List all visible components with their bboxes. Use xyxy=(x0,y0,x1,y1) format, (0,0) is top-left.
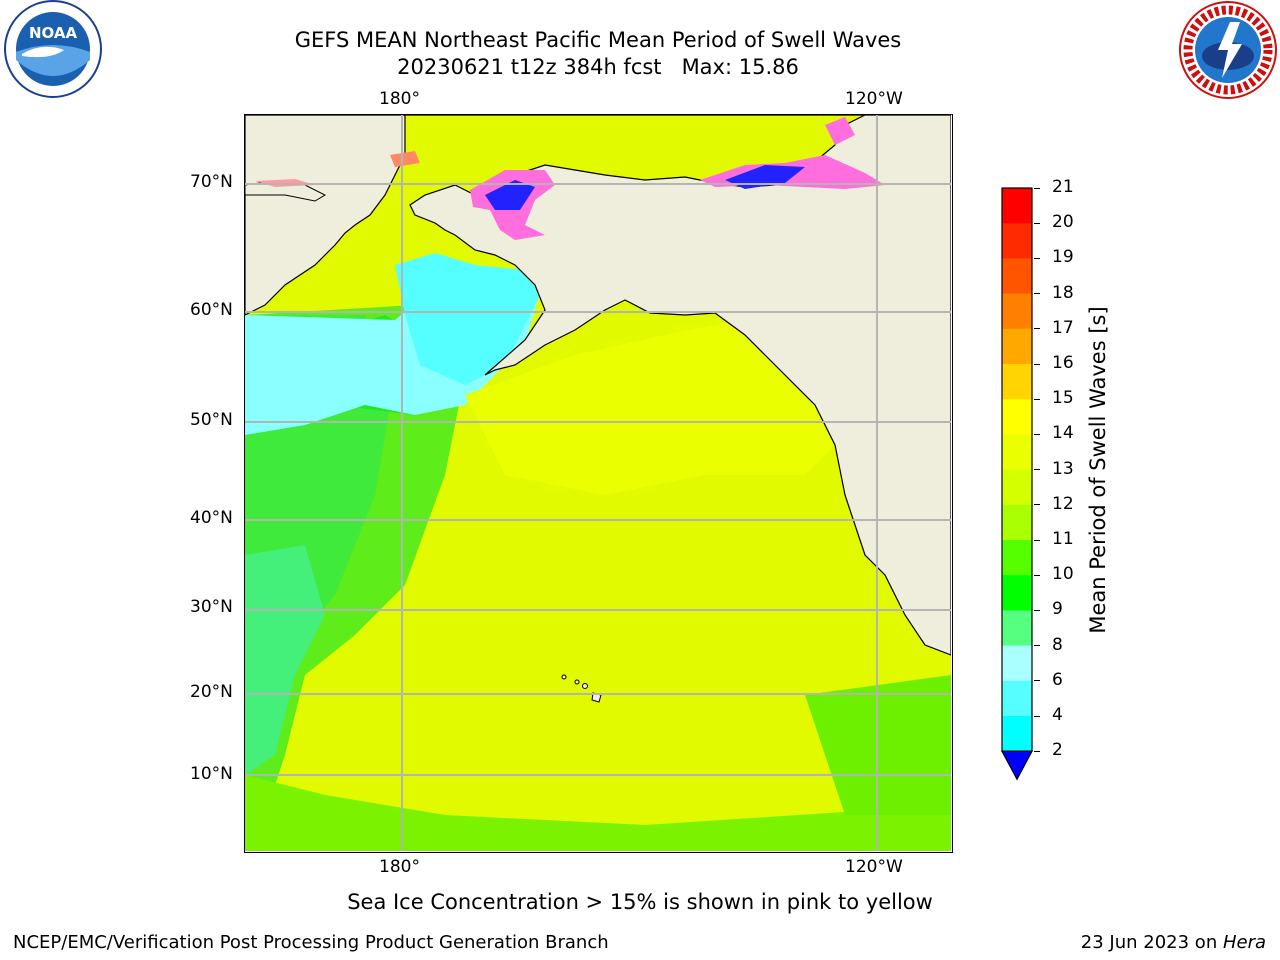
colorbar-tick-mark xyxy=(1034,469,1040,471)
nws-logo xyxy=(1178,0,1278,100)
lon-label-top-180: 180° xyxy=(379,89,420,109)
noaa-logo: NOAA xyxy=(2,0,104,100)
colorbar-tick-mark xyxy=(1034,187,1040,189)
colorbar-tick-mark xyxy=(1034,715,1040,717)
sea-ice-note: Sea Ice Concentration > 15% is shown in … xyxy=(347,890,933,914)
lat-label-60n: 60°N xyxy=(190,300,233,320)
colorbar-tick-label: 11 xyxy=(1052,529,1074,549)
colorbar-segment xyxy=(1002,399,1032,435)
colorbar-segment xyxy=(1002,258,1032,295)
colorbar-segment xyxy=(1002,293,1032,330)
colorbar-tick-mark xyxy=(1034,645,1040,647)
colorbar-tick-mark xyxy=(1034,398,1040,400)
colorbar-tick-mark xyxy=(1034,257,1040,260)
graticule xyxy=(245,115,951,851)
footer-date: 23 Jun 2023 on Hera xyxy=(1081,932,1266,953)
colorbar-segment xyxy=(1002,223,1032,259)
land-north-america xyxy=(405,115,951,656)
colorbar-segment xyxy=(1002,575,1032,611)
lat-label-30n: 30°N xyxy=(190,597,233,617)
colorbar-tick-label: 10 xyxy=(1052,564,1074,585)
lon-label-bottom-180: 180° xyxy=(379,857,420,877)
colorbar-segment xyxy=(1002,364,1032,400)
hawaii-islands xyxy=(561,674,602,703)
colorbar-segment xyxy=(1002,328,1032,365)
colorbar-tick-mark xyxy=(1034,433,1040,436)
lon-label-top-120w: 120°W xyxy=(845,89,903,109)
lat-label-40n: 40°N xyxy=(190,508,233,528)
map-plot xyxy=(244,114,953,853)
colorbar-segment xyxy=(1002,716,1032,752)
colorbar-tick-label: 14 xyxy=(1052,423,1074,444)
colorbar-tick-mark xyxy=(1034,680,1040,682)
colorbar-tick-label: 15 xyxy=(1052,388,1074,409)
colorbar-extend-arrow xyxy=(1000,750,1034,781)
colorbar-tick-mark xyxy=(1034,504,1040,506)
lon-label-bottom-120w: 120°W xyxy=(845,857,903,877)
colorbar-label: Mean Period of Swell Waves [s] xyxy=(1086,306,1110,634)
chart-subtitle: 20230621 t12z 384h fcst Max: 15.86 xyxy=(397,55,799,79)
colorbar-tick-label: 21 xyxy=(1052,177,1074,197)
colorbar-tick-label: 16 xyxy=(1052,353,1074,373)
colorbar-tick-label: 4 xyxy=(1052,705,1063,725)
colorbar-tick-label: 19 xyxy=(1052,247,1074,268)
colorbar-segment xyxy=(1002,188,1032,224)
colorbar-segment xyxy=(1002,434,1032,471)
footer-date-text: 23 Jun 2023 on xyxy=(1080,932,1223,953)
colorbar-segment xyxy=(1002,680,1032,717)
colorbar xyxy=(1000,186,1036,786)
colorbar-tick-label: 9 xyxy=(1052,599,1063,620)
colorbar-segment xyxy=(1002,645,1032,682)
colorbar-tick-mark xyxy=(1034,328,1040,330)
colorbar-tick-mark xyxy=(1034,539,1040,541)
colorbar-tick-mark xyxy=(1034,750,1040,752)
footer-credit: NCEP/EMC/Verification Post Processing Pr… xyxy=(13,932,609,953)
colorbar-tick-mark xyxy=(1034,609,1040,612)
colorbar-tick-label: 20 xyxy=(1052,212,1074,233)
colorbar-tick-mark xyxy=(1034,363,1040,365)
lat-label-20n: 20°N xyxy=(190,682,233,702)
colorbar-tick-mark xyxy=(1034,574,1040,576)
colorbar-segment xyxy=(1002,540,1032,576)
colorbar-tick-label: 17 xyxy=(1052,317,1074,338)
footer-host: Hera xyxy=(1222,932,1266,953)
colorbar-tick-mark xyxy=(1034,293,1040,295)
colorbar-tick-label: 12 xyxy=(1052,493,1074,514)
colorbar-tick-mark xyxy=(1034,222,1040,224)
svg-text:NOAA: NOAA xyxy=(29,24,78,42)
lat-label-10n: 10°N xyxy=(190,764,233,784)
colorbar-segment xyxy=(1002,504,1032,541)
lat-label-50n: 50°N xyxy=(190,410,233,430)
chart-title: GEFS MEAN Northeast Pacific Mean Period … xyxy=(294,28,902,52)
colorbar-segment xyxy=(1002,469,1032,506)
colorbar-tick-label: 18 xyxy=(1052,282,1074,303)
colorbar-tick-label: 2 xyxy=(1052,740,1063,761)
colorbar-tick-label: 13 xyxy=(1052,458,1074,479)
colorbar-tick-label: 6 xyxy=(1052,669,1063,690)
lat-label-70n: 70°N xyxy=(190,172,233,192)
colorbar-segment xyxy=(1002,610,1032,647)
colorbar-tick-label: 8 xyxy=(1052,634,1063,655)
